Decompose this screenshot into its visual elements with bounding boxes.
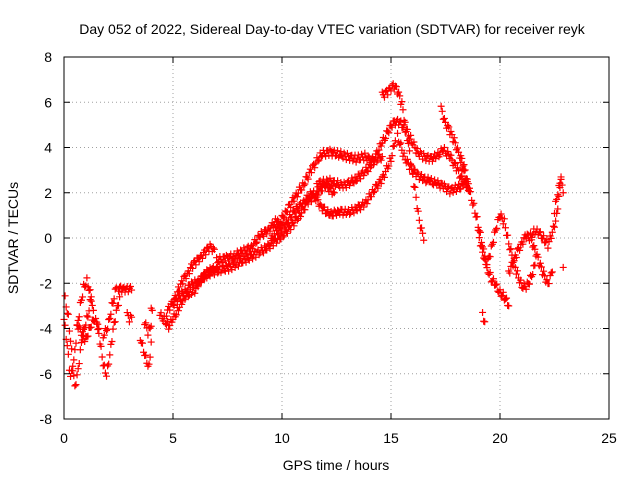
- x-axis-label: GPS time / hours: [283, 457, 390, 473]
- marker-track: [213, 215, 282, 267]
- y-tick-label: 4: [44, 140, 52, 156]
- x-tick-label: 5: [169, 430, 177, 446]
- marker-track: [505, 230, 556, 288]
- series-O: [213, 215, 282, 267]
- x-tick-label: 10: [274, 430, 290, 446]
- marker-track: [99, 284, 120, 342]
- series-F: [115, 282, 136, 296]
- series-E: [99, 284, 120, 342]
- series-M: [169, 266, 216, 310]
- marker-track: [457, 159, 513, 310]
- marker-track: [474, 210, 539, 293]
- series-B: [61, 292, 95, 390]
- y-tick-label: 2: [44, 185, 52, 201]
- marker-track: [162, 240, 218, 320]
- series-AA: [551, 175, 567, 218]
- series-V: [457, 159, 513, 310]
- y-tick-label: 6: [44, 94, 52, 110]
- chart-title: Day 052 of 2022, Sidereal Day-to-day VTE…: [79, 21, 585, 37]
- marker-track: [527, 173, 565, 252]
- y-axis-ticks: -8 -6 -4 -2 0 2 4 6 8: [40, 49, 609, 427]
- x-tick-label: 0: [60, 430, 68, 446]
- series-H: [136, 336, 155, 370]
- marker-track: [147, 304, 156, 314]
- y-tick-label: -8: [40, 411, 53, 427]
- series-G: [123, 309, 136, 326]
- x-axis-ticks: 0 5 10 15 20 25: [60, 57, 617, 446]
- series-AB: [559, 263, 567, 271]
- series-I: [141, 319, 155, 339]
- marker-track: [208, 179, 338, 279]
- series-W: [474, 210, 539, 293]
- series-Q: [265, 145, 386, 250]
- marker-track: [479, 308, 489, 326]
- marker-track: [378, 80, 428, 244]
- marker-track: [551, 175, 567, 218]
- marker-track: [93, 293, 124, 380]
- marker-track: [61, 292, 95, 390]
- y-axis-label: SDTVAR / TECUs: [5, 182, 21, 294]
- series-D: [93, 293, 124, 380]
- x-tick-label: 20: [492, 430, 508, 446]
- marker-track: [141, 319, 155, 339]
- series-J: [147, 304, 156, 314]
- series-Z: [527, 173, 565, 252]
- marker-track: [169, 266, 216, 310]
- marker-track: [115, 282, 136, 296]
- marker-track: [559, 263, 567, 271]
- series-L: [162, 240, 218, 320]
- series-Y: [505, 230, 556, 288]
- marker-track: [136, 336, 155, 370]
- y-tick-label: 8: [44, 49, 52, 65]
- y-tick-label: -2: [40, 275, 53, 291]
- series-R: [313, 115, 473, 192]
- marker-track: [123, 309, 136, 326]
- marker-track: [394, 129, 467, 198]
- series-N: [208, 179, 338, 279]
- x-tick-label: 15: [383, 430, 399, 446]
- x-tick-label: 25: [601, 430, 617, 446]
- y-tick-label: -4: [40, 321, 53, 337]
- series-X: [479, 308, 489, 326]
- marker-track: [265, 145, 386, 250]
- y-tick-label: 0: [44, 230, 52, 246]
- series-T: [394, 129, 467, 198]
- series-S: [378, 80, 428, 244]
- marker-track: [313, 115, 473, 192]
- data-points: [60, 80, 567, 390]
- y-tick-label: -6: [40, 366, 53, 382]
